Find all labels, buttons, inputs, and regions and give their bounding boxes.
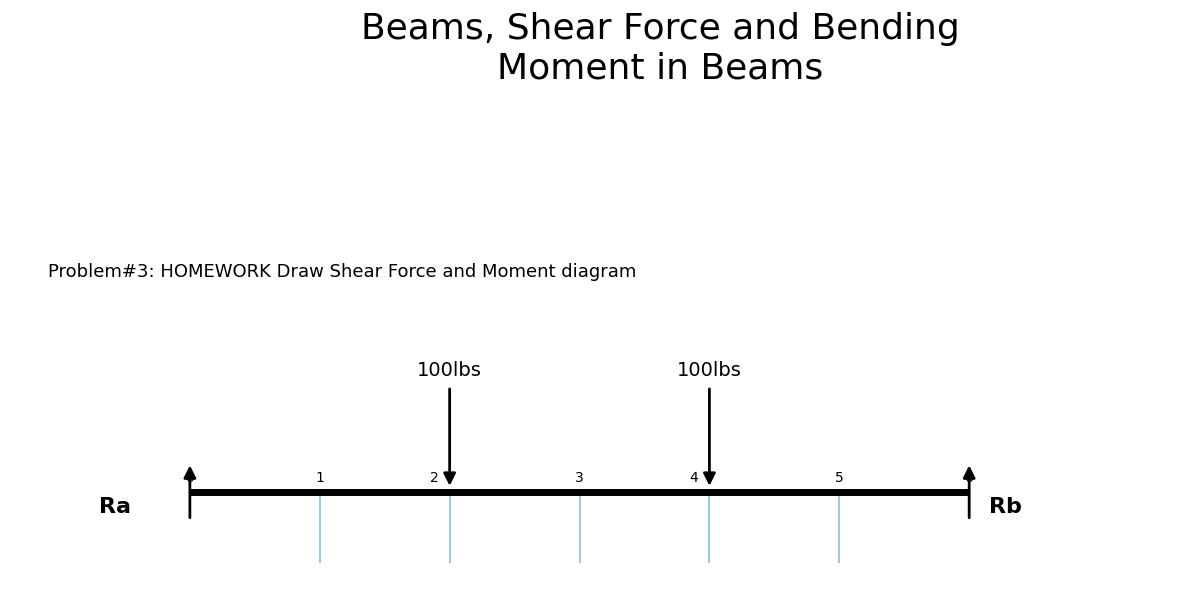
Text: 100lbs: 100lbs [418, 361, 482, 380]
Text: 5: 5 [835, 470, 844, 485]
Text: 2: 2 [430, 470, 438, 485]
Text: 0: 0 [186, 470, 194, 485]
Text: Problem#3: HOMEWORK Draw Shear Force and Moment diagram: Problem#3: HOMEWORK Draw Shear Force and… [48, 263, 636, 281]
Text: 1: 1 [316, 470, 324, 485]
Text: 4: 4 [690, 470, 698, 485]
Text: 6: 6 [965, 470, 973, 485]
Text: 3: 3 [575, 470, 584, 485]
Text: Ra: Ra [100, 497, 132, 518]
Text: Rb: Rb [989, 497, 1021, 518]
Text: 100lbs: 100lbs [677, 361, 742, 380]
Text: Beams, Shear Force and Bending
Moment in Beams: Beams, Shear Force and Bending Moment in… [361, 12, 959, 85]
